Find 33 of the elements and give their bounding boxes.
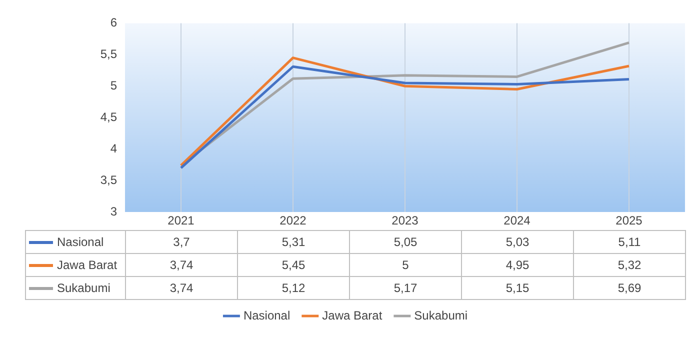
data-label: 5,17 <box>350 276 462 300</box>
data-label: 3,7 <box>126 230 238 254</box>
data-label: 5,12 <box>238 276 350 300</box>
data-label: 4,95 <box>462 254 574 276</box>
x-tick-label: 2021 <box>168 214 195 228</box>
data-label: 5,05 <box>350 230 462 254</box>
data-label: 5,15 <box>462 276 574 300</box>
data-label: 3,74 <box>126 254 238 276</box>
data-label: 5,69 <box>574 276 686 300</box>
data-label: 5,11 <box>574 230 686 254</box>
data-label: 5,45 <box>238 254 350 276</box>
legend-label: Sukabumi <box>57 281 110 295</box>
y-tick-label: 5,5 <box>100 46 118 61</box>
legend-label: Jawa Barat <box>57 258 118 272</box>
x-tick-label: 2025 <box>616 214 643 228</box>
y-tick-label: 3,5 <box>100 172 118 187</box>
y-tick-label: 6 <box>110 16 118 30</box>
x-tick-label: 2022 <box>280 214 307 228</box>
legend-label: Nasional <box>57 235 104 249</box>
text: Nasional <box>243 308 290 322</box>
y-tick-label: 4,5 <box>100 110 118 124</box>
data-label: 3,74 <box>126 276 238 300</box>
text: Jawa Barat <box>322 308 382 322</box>
data-label: 5,31 <box>238 230 350 254</box>
x-tick-label: 2023 <box>392 214 419 228</box>
data-label: 5,32 <box>574 254 686 276</box>
y-tick-label: 3 <box>110 204 118 218</box>
data-label: 5 <box>350 254 462 276</box>
y-tick-label: 5 <box>110 78 118 92</box>
x-tick-label: 2024 <box>504 214 531 228</box>
data-label: 5,03 <box>462 230 574 254</box>
text: Sukabumi <box>414 308 468 322</box>
y-tick-label: 4 <box>110 141 118 156</box>
